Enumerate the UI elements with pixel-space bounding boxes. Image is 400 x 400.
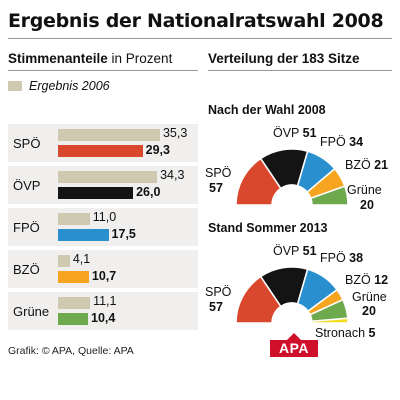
seat-count: 5 [368, 326, 376, 340]
page-title: Ergebnis der Nationalratswahl 2008 [8, 10, 384, 32]
seat-party-name: BZÖ [345, 158, 375, 172]
bar-value-2008: 26,0 [136, 185, 161, 199]
vote-share-subtitle-bold: Stimmenanteile [8, 51, 108, 66]
bar-value-2008: 10,4 [91, 311, 116, 325]
seat-party-name-2013-grüne: Grüne [352, 290, 387, 304]
bar-value-2006: 34,3 [160, 168, 185, 182]
seat-count: 21 [374, 158, 389, 172]
party-label: Grüne [13, 304, 50, 319]
bar-value-2006: 35,3 [162, 126, 188, 140]
seat-distribution-subtitle: Verteilung der 183 Sitze [208, 51, 360, 66]
seat-party-name-2008-grüne: Grüne [347, 183, 382, 197]
party-label: ÖVP [13, 178, 41, 193]
seat-party-name: FPÖ [320, 251, 350, 265]
bar-group-grüne: Grüne 11,1 10,4 [8, 292, 198, 330]
bar-group-spö: SPÖ 35,3 29,3 [8, 124, 198, 162]
bar-2008 [58, 145, 143, 157]
bar-2006 [58, 213, 90, 225]
bar-group-bzö: BZÖ 4,1 10,7 [8, 250, 198, 288]
bar-2008 [58, 313, 89, 325]
bar-value-2008: 10,7 [91, 269, 117, 283]
seat-count-2008-grüne: 20 [360, 198, 374, 212]
seat-party-name: BZÖ [345, 273, 375, 287]
bar-value-2006: 4,1 [72, 252, 91, 266]
bar-group-övp: ÖVP 34,3 26,0 [8, 166, 198, 204]
seat-label-2013-fpö: FPÖ 38 [320, 251, 363, 265]
legend: Ergebnis 2006 [8, 76, 110, 96]
seat-party-name-2013-spö: SPÖ [205, 285, 232, 299]
right-column-divider [208, 70, 392, 71]
seat-party-name: FPÖ [320, 135, 350, 149]
seat-party-name: Stronach [315, 326, 369, 340]
seat-segment-2013-stronach [311, 317, 349, 324]
seat-segment-2008-grüne [309, 185, 349, 206]
seat-label-2013-stronach: Stronach 5 [315, 326, 375, 340]
seat-count: 34 [349, 135, 364, 149]
source-credit: Grafik: © APA, Quelle: APA [8, 345, 134, 357]
seat-party-name-2008-spö: SPÖ [205, 166, 232, 180]
bar-2008 [58, 229, 109, 241]
party-label: SPÖ [13, 136, 41, 151]
title-divider [8, 38, 392, 39]
apa-logo-triangle [287, 333, 301, 340]
bar-2008 [58, 271, 89, 283]
seat-count: 51 [302, 244, 317, 258]
seat-count: 12 [374, 273, 389, 287]
vote-share-subtitle-unit: in Prozent [107, 51, 173, 66]
bar-2006 [58, 171, 158, 183]
legend-label: Ergebnis 2006 [29, 79, 110, 93]
apa-logo: APA [270, 333, 318, 359]
seat-chart-2008-title: Nach der Wahl 2008 [208, 103, 326, 117]
party-label: BZÖ [13, 262, 40, 277]
bar-2008 [58, 187, 134, 199]
seat-count-2013-grüne: 20 [362, 304, 376, 318]
seat-count: 51 [302, 126, 317, 140]
seat-label-2008-bzö: BZÖ 21 [345, 158, 388, 172]
bar-value-2008: 29,3 [145, 143, 170, 157]
bar-2006 [58, 255, 70, 267]
legend-swatch-2006 [8, 81, 22, 91]
party-label: FPÖ [13, 220, 40, 235]
seat-label-2008-fpö: FPÖ 34 [320, 135, 363, 149]
seat-party-name: ÖVP [273, 126, 303, 140]
bar-value-2006: 11,1 [93, 294, 117, 308]
vote-share-subtitle: Stimmenanteile in Prozent [8, 51, 172, 66]
bar-group-fpö: FPÖ 11,0 17,5 [8, 208, 198, 246]
bar-value-2006: 11,0 [92, 210, 117, 224]
seat-label-2008-övp: ÖVP 51 [273, 126, 317, 140]
apa-logo-text: APA [270, 340, 318, 357]
seat-label-2013-övp: ÖVP 51 [273, 244, 317, 258]
bar-2006 [58, 297, 91, 309]
seat-count: 38 [349, 251, 364, 265]
bar-2006 [58, 129, 160, 141]
seat-count-2008-spö: 57 [209, 181, 223, 195]
seat-label-2013-bzö: BZÖ 12 [345, 273, 388, 287]
seat-chart-2013-title: Stand Sommer 2013 [208, 221, 328, 235]
left-column-divider [8, 70, 198, 71]
seat-party-name: ÖVP [273, 244, 303, 258]
seat-count-2013-spö: 57 [209, 300, 223, 314]
bar-value-2008: 17,5 [111, 227, 136, 241]
